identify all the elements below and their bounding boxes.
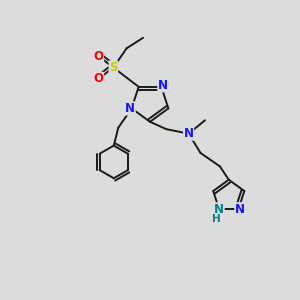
Text: H: H — [212, 214, 221, 224]
Text: O: O — [94, 50, 103, 63]
Text: O: O — [94, 72, 103, 85]
Text: N: N — [125, 102, 135, 115]
Text: N: N — [235, 203, 245, 216]
Text: S: S — [109, 61, 118, 74]
Text: N: N — [158, 79, 168, 92]
Text: N: N — [184, 127, 194, 140]
Text: N: N — [214, 203, 224, 216]
